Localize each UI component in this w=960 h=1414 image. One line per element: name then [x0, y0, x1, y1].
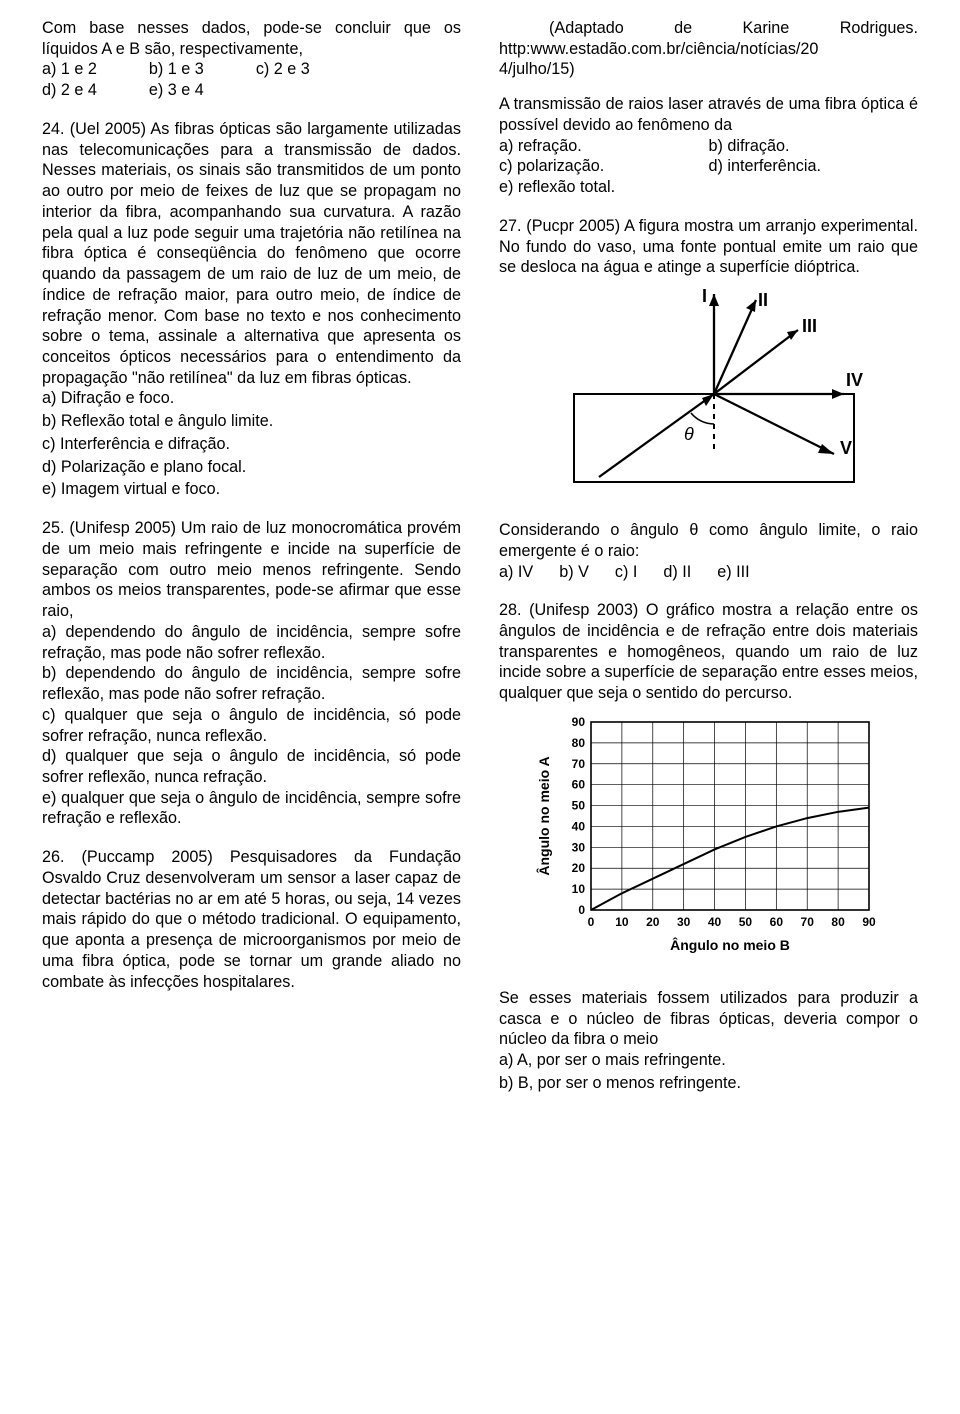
q26-text: 26. (Puccamp 2005) Pesquisadores da Fund…	[42, 847, 461, 992]
q24-c: c) Interferência e difração.	[42, 434, 461, 455]
svg-text:40: 40	[571, 819, 585, 833]
q24-block: 24. (Uel 2005) As fibras ópticas são lar…	[42, 119, 461, 500]
q25-d: d) qualquer que seja o ângulo de incidên…	[42, 746, 461, 787]
q27-followup: Considerando o ângulo θ como ângulo limi…	[499, 520, 918, 582]
q27-b: b) V	[559, 562, 589, 583]
q25-text: 25. (Unifesp 2005) Um raio de luz monocr…	[42, 518, 461, 622]
opt-b: b) 1 e 3	[149, 59, 204, 80]
label-II: II	[758, 290, 768, 310]
q25-b: b) dependendo do ângulo de incidência, s…	[42, 663, 461, 704]
trans-opts-row1: a) refração. b) difração.	[499, 136, 918, 157]
q28-opt-a: a) A, por ser o mais refringente.	[499, 1050, 918, 1071]
label-V: V	[840, 438, 852, 458]
trans-a: a) refração.	[499, 136, 709, 157]
q27-a: a) IV	[499, 562, 533, 583]
source-line3: 4/julho/15)	[499, 59, 918, 80]
label-I: I	[702, 286, 707, 306]
q28-text: 28. (Unifesp 2003) O gráfico mostra a re…	[499, 600, 918, 704]
q24-d: d) Polarização e plano focal.	[42, 457, 461, 478]
svg-text:20: 20	[571, 861, 585, 875]
svg-text:Ângulo no meio B: Ângulo no meio B	[670, 936, 790, 953]
ray-diagram: I II III IV V θ	[544, 282, 874, 502]
trans-text: A transmissão de raios laser através de …	[499, 94, 918, 135]
opt-e: e) 3 e 4	[149, 80, 204, 101]
trans-d: d) interferência.	[709, 156, 919, 177]
source-line1: (Adaptado de Karine Rodrigues.	[499, 18, 918, 39]
q27-c: c) I	[615, 562, 637, 583]
q27-block: 27. (Pucpr 2005) A figura mostra um arra…	[499, 216, 918, 278]
svg-text:30: 30	[571, 840, 585, 854]
trans-b: b) difração.	[709, 136, 919, 157]
q25-e: e) qualquer que seja o ângulo de incidên…	[42, 788, 461, 829]
q24-e: e) Imagem virtual e foco.	[42, 479, 461, 500]
svg-text:10: 10	[571, 882, 585, 896]
opt-c: c) 2 e 3	[256, 59, 310, 80]
angle-chart: 0 10 20 30 40 50 60 70 80 90 0 10 20 30 40 50 60 70 80 90 Ân…	[529, 710, 889, 970]
opt-d: d) 2 e 4	[42, 80, 97, 101]
q28-cons: Se esses materiais fossem utilizados par…	[499, 988, 918, 1050]
q24-a: a) Difração e foco.	[42, 388, 461, 409]
q27-text: 27. (Pucpr 2005) A figura mostra um arra…	[499, 216, 918, 278]
svg-text:50: 50	[738, 915, 752, 929]
intro-block: Com base nesses dados, pode-se concluir …	[42, 18, 461, 101]
q28-opt-b: b) B, por ser o menos refringente.	[499, 1073, 918, 1094]
transmission-block: A transmissão de raios laser através de …	[499, 94, 918, 198]
svg-text:70: 70	[800, 915, 814, 929]
svg-text:0: 0	[578, 903, 585, 917]
q26-block: 26. (Puccamp 2005) Pesquisadores da Fund…	[42, 847, 461, 992]
intro-opts-row2: d) 2 e 4 e) 3 e 4	[42, 80, 461, 101]
svg-text:80: 80	[831, 915, 845, 929]
svg-text:50: 50	[571, 799, 585, 813]
svg-text:90: 90	[862, 915, 876, 929]
page: Com base nesses dados, pode-se concluir …	[0, 0, 960, 1414]
q25-c: c) qualquer que seja o ângulo de incidên…	[42, 705, 461, 746]
source-line2: http:www.estadão.com.br/ciência/notícias…	[499, 39, 918, 60]
source-block: (Adaptado de Karine Rodrigues. http:www.…	[499, 18, 918, 80]
svg-text:30: 30	[676, 915, 690, 929]
svg-text:Ângulo no meio A: Ângulo no meio A	[535, 756, 552, 875]
svg-text:0: 0	[587, 915, 594, 929]
q25-a: a) dependendo do ângulo de incidência, s…	[42, 622, 461, 663]
q24-text: 24. (Uel 2005) As fibras ópticas são lar…	[42, 119, 461, 389]
label-IV: IV	[846, 370, 863, 390]
intro-opts-row1: a) 1 e 2 b) 1 e 3 c) 2 e 3	[42, 59, 461, 80]
trans-e: e) reflexão total.	[499, 177, 918, 198]
q27-d: d) II	[663, 562, 691, 583]
label-III: III	[802, 316, 817, 336]
intro-text: Com base nesses dados, pode-se concluir …	[42, 18, 461, 59]
q28-followup: Se esses materiais fossem utilizados par…	[499, 988, 918, 1094]
trans-c: c) polarização.	[499, 156, 709, 177]
svg-text:60: 60	[769, 915, 783, 929]
q27-opts: a) IV b) V c) I d) II e) III	[499, 562, 918, 583]
svg-text:90: 90	[571, 715, 585, 729]
q24-b: b) Reflexão total e ângulo limite.	[42, 411, 461, 432]
q28-block: 28. (Unifesp 2003) O gráfico mostra a re…	[499, 600, 918, 704]
q27-cons: Considerando o ângulo θ como ângulo limi…	[499, 520, 918, 561]
svg-text:20: 20	[646, 915, 660, 929]
opt-a: a) 1 e 2	[42, 59, 97, 80]
svg-text:10: 10	[615, 915, 629, 929]
left-column: Com base nesses dados, pode-se concluir …	[42, 18, 461, 1384]
svg-text:70: 70	[571, 757, 585, 771]
svg-text:40: 40	[707, 915, 721, 929]
svg-text:60: 60	[571, 778, 585, 792]
q25-block: 25. (Unifesp 2005) Um raio de luz monocr…	[42, 518, 461, 829]
right-column: (Adaptado de Karine Rodrigues. http:www.…	[499, 18, 918, 1384]
svg-text:80: 80	[571, 736, 585, 750]
label-theta: θ	[684, 424, 694, 444]
trans-opts-row2: c) polarização. d) interferência.	[499, 156, 918, 177]
q27-e: e) III	[717, 562, 749, 583]
